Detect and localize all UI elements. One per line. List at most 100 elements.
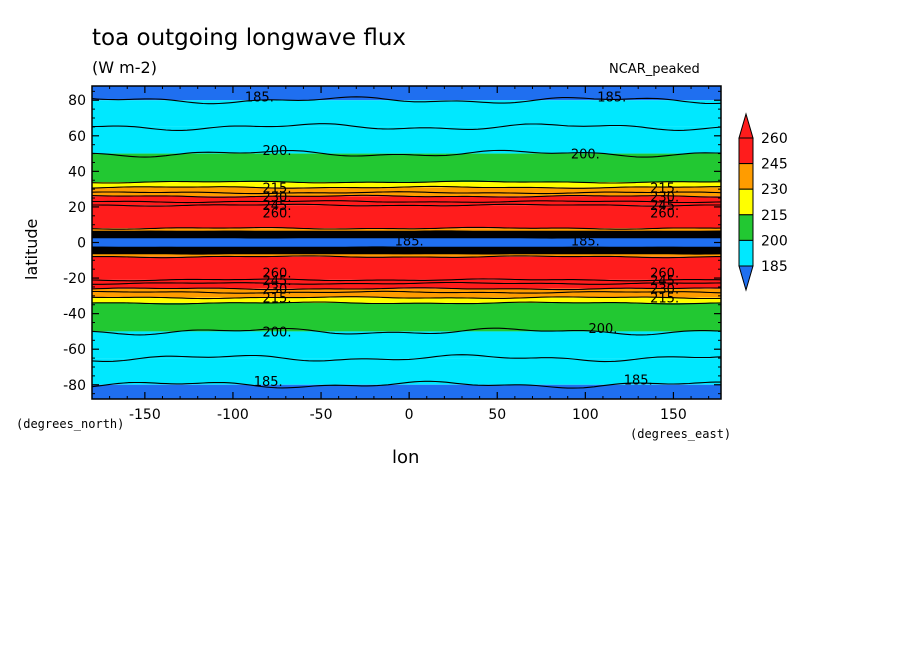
contour-line-17 bbox=[91, 287, 721, 291]
x-tick-label: 150 bbox=[660, 407, 687, 423]
y-axis-label: latitude bbox=[22, 218, 41, 280]
lat-band-8 bbox=[92, 228, 721, 232]
y-tick-label: 80 bbox=[68, 93, 86, 109]
contour-label-10: 260. bbox=[263, 206, 292, 221]
x-axis-units: (degrees_east) bbox=[630, 427, 732, 441]
contour-label-22: 200. bbox=[263, 325, 292, 340]
contour-label-23: 200. bbox=[588, 322, 617, 337]
chart-units: (W m-2) bbox=[92, 58, 157, 77]
lat-band-16 bbox=[92, 297, 721, 303]
y-tick-label: 0 bbox=[77, 236, 86, 252]
colorbar-label: 245 bbox=[761, 157, 788, 173]
x-tick-label: 0 bbox=[405, 407, 414, 423]
contour-label-16: 245. bbox=[263, 274, 292, 289]
colorbar-segment-4 bbox=[738, 239, 754, 267]
y-tick-label: -60 bbox=[63, 342, 86, 358]
lat-band-13 bbox=[92, 256, 721, 280]
contour-label-4: 215. bbox=[263, 181, 292, 196]
contour-label-20: 215. bbox=[263, 292, 292, 307]
contour-line-1 bbox=[91, 123, 722, 131]
colorbar-segment-3 bbox=[738, 214, 754, 241]
colorbar-segment-2 bbox=[738, 188, 754, 216]
contour-line-5 bbox=[91, 191, 722, 195]
contour-line-9 bbox=[91, 226, 722, 230]
contour-line-14 bbox=[92, 255, 721, 259]
contour-line-18 bbox=[92, 290, 722, 294]
colorbar-under-triangle bbox=[738, 265, 754, 292]
colorbar-segment-0 bbox=[738, 137, 754, 165]
contour-line-23 bbox=[91, 380, 721, 389]
contour-label-18: 230. bbox=[263, 283, 292, 298]
contour-label-24: 185. bbox=[254, 375, 283, 390]
lat-band-10 bbox=[92, 237, 721, 248]
contour-label-9: 245. bbox=[650, 199, 679, 214]
contour-line-4 bbox=[91, 185, 722, 189]
lat-band-0 bbox=[92, 86, 721, 101]
contour-line-7 bbox=[92, 200, 722, 204]
contour-label-8: 245. bbox=[263, 199, 292, 214]
y-tick-label: 40 bbox=[68, 164, 86, 180]
x-tick-label: -50 bbox=[310, 407, 333, 423]
contour-label-12: 185. bbox=[395, 235, 424, 250]
contour-line-3 bbox=[91, 180, 721, 184]
contour-line-22 bbox=[91, 354, 722, 363]
contour-label-15: 260. bbox=[650, 267, 679, 282]
contour-label-7: 230. bbox=[650, 190, 679, 205]
x-tick-label: 100 bbox=[572, 407, 599, 423]
contour-line-12 bbox=[91, 246, 722, 250]
contour-line-8 bbox=[92, 203, 721, 207]
lat-band-3 bbox=[92, 153, 721, 183]
colorbar-label: 200 bbox=[761, 233, 788, 249]
contour-line-11 bbox=[91, 235, 722, 239]
chart-title: toa outgoing longwave flux bbox=[92, 25, 407, 51]
y-tick-label: 60 bbox=[68, 129, 86, 145]
contour-label-6: 230. bbox=[263, 190, 292, 205]
y-tick-label: -20 bbox=[63, 271, 86, 287]
lat-band-12 bbox=[92, 253, 721, 257]
contour-line-20 bbox=[91, 301, 722, 305]
contour-line-6 bbox=[91, 194, 722, 198]
colormap-name: NCAR_peaked bbox=[609, 62, 700, 77]
lat-band-7 bbox=[92, 205, 721, 229]
colorbar-label: 185 bbox=[761, 259, 788, 275]
y-axis-units: (degrees_north) bbox=[16, 417, 125, 431]
lat-band-2 bbox=[92, 126, 721, 154]
colorbar-segment-1 bbox=[738, 163, 754, 190]
lat-band-19 bbox=[92, 358, 721, 385]
contour-line-0 bbox=[91, 96, 722, 105]
contour-label-0: 185. bbox=[245, 91, 274, 106]
contour-label-1: 185. bbox=[597, 91, 626, 106]
contour-label-5: 215. bbox=[650, 181, 679, 196]
lat-band-14 bbox=[92, 279, 721, 289]
lat-band-15 bbox=[92, 288, 721, 298]
contour-label-19: 230. bbox=[650, 283, 679, 298]
contour-line-2 bbox=[91, 149, 722, 158]
lat-band-1 bbox=[92, 100, 721, 127]
contour-line-21 bbox=[91, 327, 722, 336]
colorbar-over-triangle bbox=[738, 112, 754, 139]
lat-band-18 bbox=[92, 331, 721, 359]
x-tick-label: 50 bbox=[488, 407, 506, 423]
colorbar-label: 215 bbox=[761, 208, 788, 224]
contour-label-11: 260. bbox=[650, 206, 679, 221]
contour-line-19 bbox=[91, 296, 722, 300]
contour-line-15 bbox=[91, 278, 722, 282]
lat-band-17 bbox=[92, 302, 721, 332]
contour-label-2: 200. bbox=[263, 144, 292, 159]
x-tick-label: -150 bbox=[129, 407, 161, 423]
lat-band-6 bbox=[92, 196, 721, 206]
contour-line-16 bbox=[92, 281, 722, 285]
contour-label-17: 245. bbox=[650, 274, 679, 289]
contour-label-25: 185. bbox=[624, 373, 653, 388]
lat-band-4 bbox=[92, 182, 721, 188]
y-tick-label: 20 bbox=[68, 200, 86, 216]
y-tick-label: -40 bbox=[63, 307, 86, 323]
contour-label-3: 200. bbox=[571, 148, 600, 163]
x-tick-label: -100 bbox=[217, 407, 249, 423]
contour-line-10 bbox=[91, 230, 722, 234]
contour-label-13: 185. bbox=[571, 235, 600, 250]
colorbar-label: 260 bbox=[761, 131, 788, 147]
contour-label-21: 215. bbox=[650, 292, 679, 307]
